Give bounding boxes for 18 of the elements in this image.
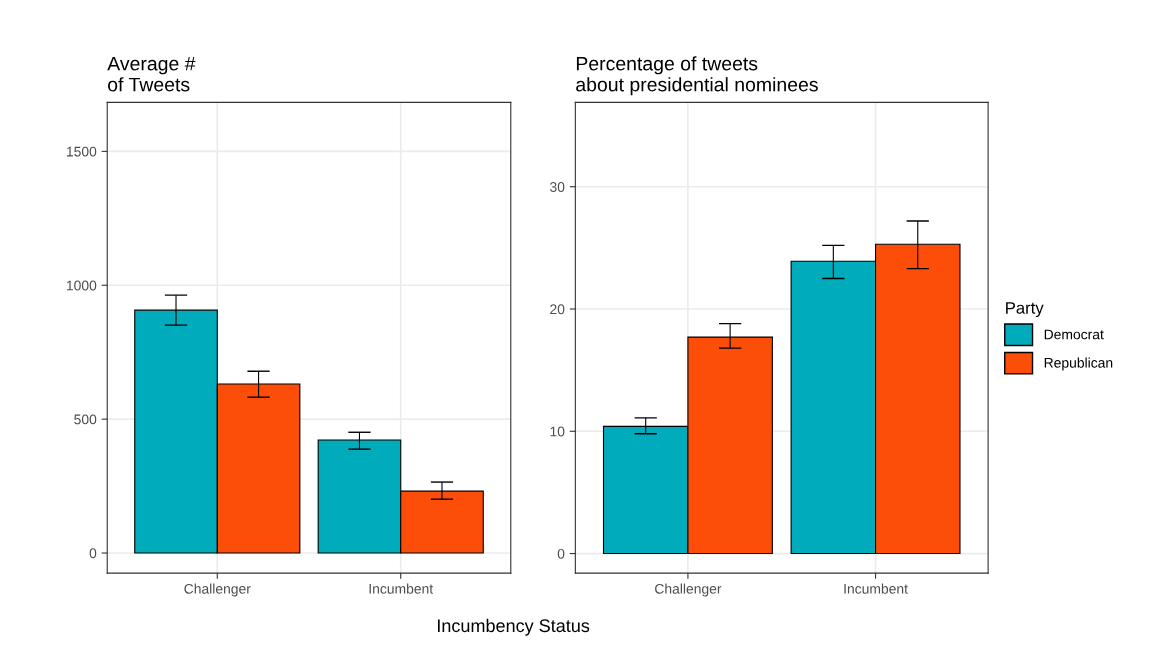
y-tick-label: 30	[550, 182, 565, 192]
x-tick-label: Incumbent	[844, 583, 908, 594]
y-tick-label: 0	[557, 548, 565, 559]
chart-title: Average # of Tweets	[107, 56, 196, 92]
y-tick-label: 20	[550, 304, 565, 315]
legend-title: Party	[1006, 302, 1044, 318]
y-tick-label: 10	[550, 426, 565, 437]
x-tick-label: Challenger	[655, 583, 722, 597]
y-tick-label: 1000	[66, 280, 97, 291]
y-tick-label: 0	[89, 548, 97, 559]
y-tick-label: 500	[74, 414, 97, 425]
y-tick-label: 1500	[66, 146, 97, 157]
x-tick-label: Challenger	[184, 583, 251, 597]
x-tick-label: Incumbent	[369, 583, 434, 594]
legend-label: Republican	[1044, 357, 1113, 371]
x-axis-title: Incumbency Status	[437, 618, 590, 636]
legend-label: Democrat	[1044, 329, 1104, 340]
chart-title: Percentage of tweets about presidential nominees	[576, 56, 818, 96]
